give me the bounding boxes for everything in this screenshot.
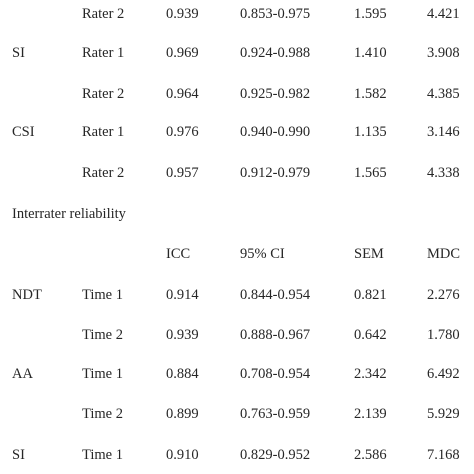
section-title: Interrater reliability [12, 206, 126, 222]
ci-value: 0.888-0.967 [240, 327, 311, 343]
ci-value: 0.925-0.982 [240, 86, 311, 102]
icc-value: 0.939 [166, 327, 199, 343]
sem-value: 0.821 [354, 287, 387, 303]
rater-label: Rater 1 [82, 45, 125, 61]
mdc-value: 7.168 [427, 447, 460, 463]
mdc-value: 4.385 [427, 86, 460, 102]
sem-value: 1.595 [354, 6, 387, 22]
mdc-value: 2.276 [427, 287, 460, 303]
time-label: Time 2 [82, 406, 123, 422]
ci-value: 0.940-0.990 [240, 124, 311, 140]
ci-header: 95% CI [240, 246, 285, 262]
icc-value: 0.964 [166, 86, 199, 102]
sem-value: 1.135 [354, 124, 387, 140]
measure-label: NDT [12, 287, 42, 303]
icc-value: 0.910 [166, 447, 199, 463]
mdc-value: 3.908 [427, 45, 460, 61]
mdc-value: 5.929 [427, 406, 460, 422]
ci-value: 0.829-0.952 [240, 447, 311, 463]
rater-label: Rater 2 [82, 6, 125, 22]
sem-value: 2.586 [354, 447, 387, 463]
ci-value: 0.912-0.979 [240, 165, 311, 181]
ci-value: 0.853-0.975 [240, 6, 311, 22]
icc-value: 0.957 [166, 165, 199, 181]
icc-value: 0.899 [166, 406, 199, 422]
sem-value: 2.342 [354, 366, 387, 382]
mdc-value: 4.338 [427, 165, 460, 181]
mdc-header: MDC [427, 246, 461, 262]
ci-value: 0.763-0.959 [240, 406, 311, 422]
ci-value: 0.844-0.954 [240, 287, 311, 303]
icc-header: ICC [166, 246, 191, 262]
measure-label: SI [12, 447, 25, 463]
sem-value: 2.139 [354, 406, 387, 422]
mdc-value: 6.492 [427, 366, 460, 382]
measure-label: AA [12, 366, 33, 382]
time-label: Time 1 [82, 287, 123, 303]
rater-label: Rater 2 [82, 165, 125, 181]
icc-value: 0.884 [166, 366, 199, 382]
time-label: Time 1 [82, 366, 123, 382]
icc-value: 0.939 [166, 6, 199, 22]
sem-value: 1.410 [354, 45, 387, 61]
sem-value: 1.565 [354, 165, 387, 181]
mdc-value: 1.780 [427, 327, 460, 343]
mdc-value: 3.146 [427, 124, 460, 140]
time-label: Time 2 [82, 327, 123, 343]
sem-header: SEM [354, 246, 384, 262]
ci-value: 0.924-0.988 [240, 45, 311, 61]
sem-value: 1.582 [354, 86, 387, 102]
sem-value: 0.642 [354, 327, 387, 343]
ci-value: 0.708-0.954 [240, 366, 311, 382]
mdc-value: 4.421 [427, 6, 460, 22]
icc-value: 0.969 [166, 45, 199, 61]
measure-label: CSI [12, 124, 35, 140]
icc-value: 0.976 [166, 124, 199, 140]
rater-label: Rater 2 [82, 86, 125, 102]
rater-label: Rater 1 [82, 124, 125, 140]
time-label: Time 1 [82, 447, 123, 463]
measure-label: SI [12, 45, 25, 61]
icc-value: 0.914 [166, 287, 199, 303]
